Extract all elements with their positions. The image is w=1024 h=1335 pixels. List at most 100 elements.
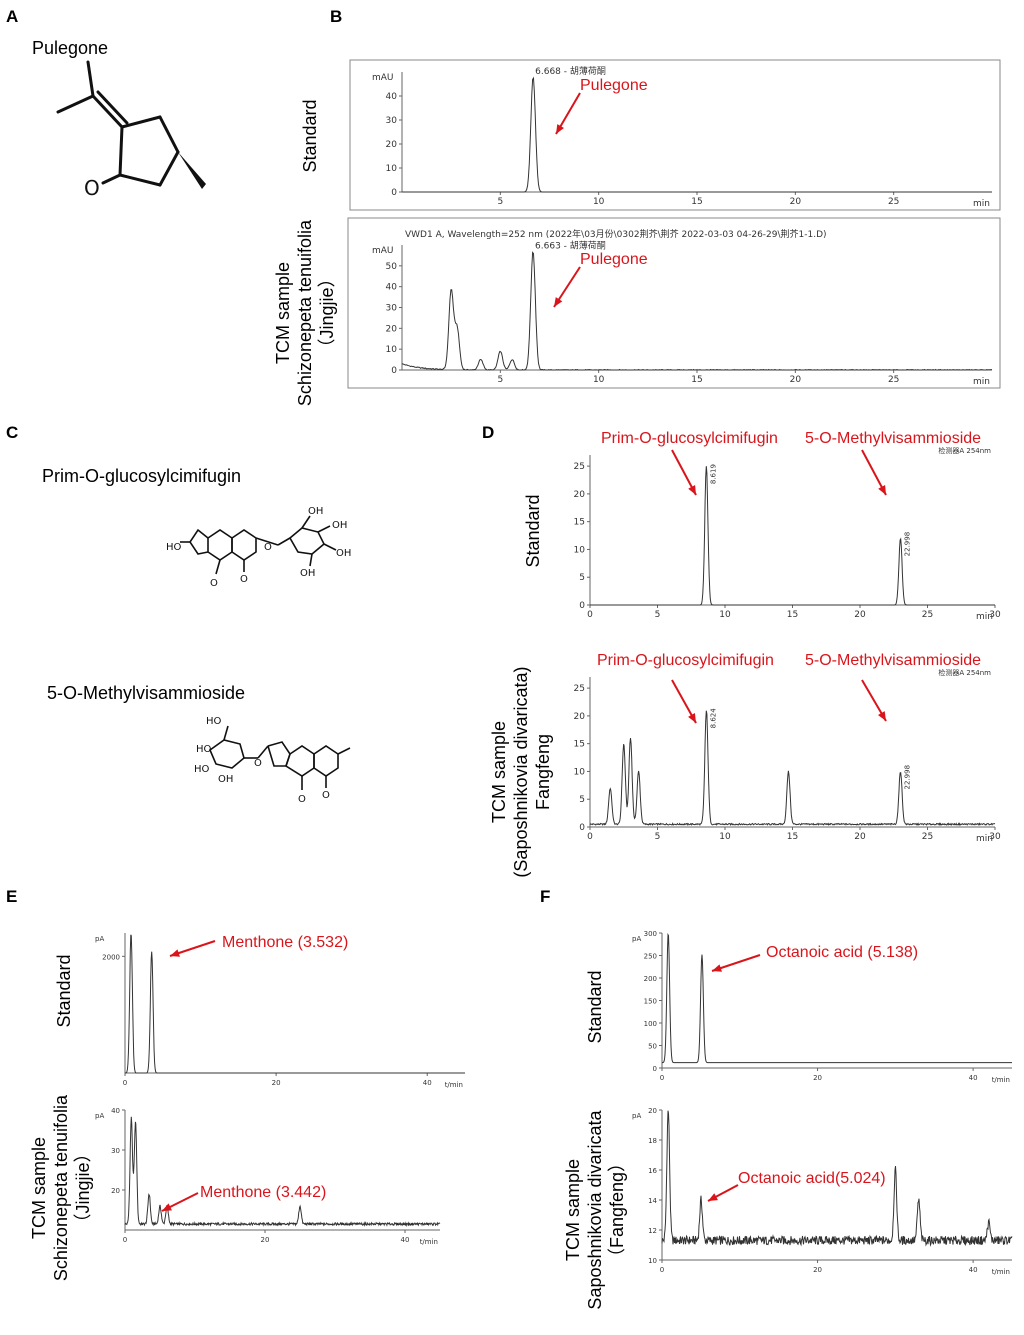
D-sample-peak-label: 22.998	[903, 765, 911, 790]
D-sample-ytick-label: 5	[579, 795, 585, 805]
d-standard-annotation-1: Prim-O-glucosylcimifugin	[601, 430, 778, 447]
D-sample-xtick-label: 20	[854, 832, 866, 842]
svg-text:O: O	[298, 794, 306, 805]
E-sample-xtick-label: 0	[123, 1236, 127, 1244]
F-standard-ylabel: pA	[632, 935, 641, 943]
D-standard-trace	[590, 466, 995, 606]
compound-name-prim: Prim-O-glucosylcimifugin	[42, 466, 242, 486]
F-sample-ytick-label: 12	[648, 1227, 657, 1235]
D-standard-ytick-label: 5	[579, 573, 585, 583]
B-standard-ytick-label: 30	[386, 116, 398, 126]
B-standard-trace	[402, 76, 992, 193]
panel-letter-f: F	[540, 887, 551, 906]
F-standard-ytick-label: 0	[653, 1065, 657, 1073]
D-standard-ytick-label: 15	[574, 518, 585, 528]
D-sample-trace	[589, 710, 996, 827]
svg-text:HO: HO	[166, 542, 182, 553]
E-sample-xtick-label: 40	[401, 1236, 410, 1244]
E-sample-ytick-label: 30	[111, 1147, 120, 1155]
E-standard-ylabel: pA	[95, 935, 104, 943]
f-sample-annotation: Octanoic acid(5.024)	[738, 1170, 886, 1187]
f-standard-arrow-head	[712, 964, 722, 972]
pulegone-structure: O	[56, 60, 206, 200]
frame-b-sample	[347, 217, 1001, 389]
B-standard-ytick-label: 10	[386, 164, 398, 174]
svg-text:OH: OH	[308, 506, 323, 517]
d-standard-arrow-2-head	[878, 485, 886, 495]
B-standard-ytick-label: 40	[386, 92, 398, 102]
D-sample-ytick-label: 10	[574, 767, 586, 777]
f-standard-annotation: Octanoic acid (5.138)	[766, 944, 918, 961]
D-standard-ytick-label: 0	[579, 601, 585, 611]
F-sample-ytick-label: 10	[648, 1257, 657, 1265]
D-standard-peak-label: 8.619	[709, 464, 717, 484]
E-sample-xlabel: t/min	[420, 1238, 438, 1246]
D-standard-ytick-label: 25	[574, 462, 585, 472]
panel-letter-d: D	[482, 423, 495, 442]
B-sample-xtick-label: 20	[790, 375, 802, 385]
svg-text:HO: HO	[194, 764, 210, 775]
panel-letter-b: B	[330, 7, 343, 26]
D-standard-xtick-label: 10	[719, 610, 731, 620]
B-sample-ytick-label: 0	[391, 366, 397, 376]
B-standard-xtick-label: 5	[497, 197, 503, 207]
B-sample-ytick-label: 40	[386, 283, 398, 293]
E-sample-ylabel: pA	[95, 1112, 104, 1120]
svg-text:O: O	[240, 574, 248, 585]
F-standard-xtick-label: 40	[969, 1074, 978, 1082]
e-standard-annotation: Menthone (3.532)	[222, 934, 348, 951]
B-standard-ytick-label: 20	[386, 140, 398, 150]
D-standard-header: 检测器A 254nm	[938, 446, 991, 455]
B-standard-xtick-label: 20	[790, 197, 802, 207]
D-sample-ytick-label: 15	[574, 740, 585, 750]
D-standard-xtick-label: 30	[989, 610, 1001, 620]
b-sample-annotation: Pulegone	[580, 251, 648, 268]
D-standard-xlabel: min	[976, 612, 993, 622]
D-sample-header: 检测器A 254nm	[938, 668, 991, 677]
svg-text:O: O	[264, 542, 272, 553]
F-sample-ytick-label: 18	[648, 1137, 657, 1145]
D-standard-xtick-label: 0	[587, 610, 593, 620]
compound-name-methylvis: 5-O-Methylvisammioside	[47, 683, 246, 703]
panel-letter-c: C	[6, 423, 19, 442]
d-sample-arrow-1-head	[688, 713, 696, 723]
F-sample-ytick-label: 14	[648, 1197, 657, 1205]
E-standard-ytick-label: 2000	[102, 953, 120, 961]
F-sample-ytick-label: 20	[648, 1107, 657, 1115]
panel-letter-a: A	[6, 7, 19, 26]
frame-b-standard	[349, 59, 1001, 211]
F-standard-xtick-label: 0	[660, 1074, 664, 1082]
D-standard-ytick-label: 10	[574, 545, 586, 555]
row-label-standard-e: Standard	[54, 954, 74, 1028]
F-sample-trace	[661, 1110, 1013, 1247]
svg-text:HO: HO	[196, 744, 212, 755]
D-sample-ytick-label: 20	[574, 712, 586, 722]
B-standard-xlabel: min	[973, 199, 990, 209]
svg-text:HO: HO	[206, 716, 222, 727]
e-sample-annotation: Menthone (3.442)	[200, 1184, 326, 1201]
svg-text:OH: OH	[336, 548, 351, 559]
d-sample-annotation-1: Prim-O-glucosylcimifugin	[597, 652, 774, 669]
B-sample-xtick-label: 25	[888, 375, 899, 385]
svg-text:OH: OH	[332, 520, 347, 531]
D-sample-xtick-label: 25	[922, 832, 933, 842]
row-label-tcm-fangfeng-d: TCM sample (Saposhnikovia divaricata) Fa…	[489, 666, 553, 878]
F-standard-xlabel: t/min	[992, 1076, 1010, 1084]
F-sample-ytick-label: 16	[648, 1167, 657, 1175]
b-sample-arrow-head	[554, 297, 563, 307]
5-o-methylvisammioside-structure: HO HO HO OH O O O	[194, 716, 351, 805]
F-standard-ytick-label: 150	[644, 998, 657, 1006]
F-standard-xtick-label: 20	[813, 1074, 822, 1082]
E-sample-ytick-label: 20	[111, 1187, 120, 1195]
D-sample-xtick-label: 0	[587, 832, 593, 842]
D-standard-peak-label: 22.998	[903, 532, 911, 557]
E-sample-trace	[124, 1116, 441, 1228]
E-standard-xtick-label: 0	[123, 1079, 127, 1087]
row-label-tcm-jingjie-b: TCM sample Schizonepeta tenuifolia （Jing…	[273, 219, 337, 407]
B-standard-xtick-label: 10	[593, 197, 605, 207]
svg-text:O: O	[254, 758, 262, 769]
F-sample-xlabel: t/min	[992, 1268, 1010, 1276]
D-sample-ytick-label: 0	[579, 823, 585, 833]
